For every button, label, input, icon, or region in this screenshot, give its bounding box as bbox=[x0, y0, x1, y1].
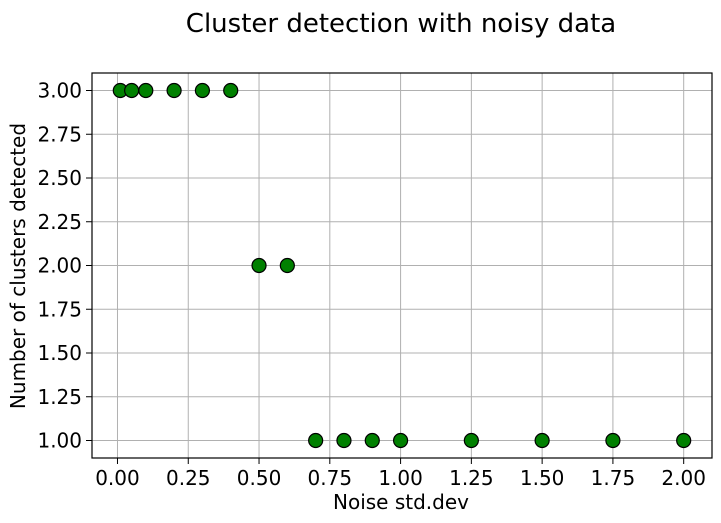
chart-title: Cluster detection with noisy data bbox=[186, 9, 616, 39]
x-tick-label: 0.50 bbox=[237, 466, 282, 490]
data-points bbox=[112, 82, 692, 449]
x-tick-label: 0.00 bbox=[95, 466, 140, 490]
data-point bbox=[124, 82, 140, 99]
data-point bbox=[194, 82, 211, 99]
data-point bbox=[534, 432, 550, 449]
data-point bbox=[364, 432, 380, 449]
y-tick-label: 2.25 bbox=[37, 210, 82, 234]
x-tick-label: 0.25 bbox=[166, 466, 211, 490]
data-point bbox=[223, 82, 239, 99]
y-tick-label: 1.00 bbox=[37, 429, 82, 453]
y-tick-label: 3.00 bbox=[37, 79, 82, 103]
x-tick-label: 1.25 bbox=[449, 466, 494, 490]
x-tick-label: 0.75 bbox=[308, 466, 353, 490]
data-point bbox=[336, 432, 352, 449]
data-point bbox=[138, 82, 154, 99]
data-point bbox=[463, 432, 479, 449]
x-tick-label: 1.00 bbox=[378, 466, 423, 490]
x-tick-label: 1.75 bbox=[591, 466, 636, 490]
data-point bbox=[166, 82, 182, 99]
x-axis-label: Noise std.dev bbox=[333, 490, 469, 514]
y-tick-label: 1.75 bbox=[37, 297, 82, 321]
y-axis-label: Number of clusters detected bbox=[6, 123, 30, 409]
y-tick-label: 1.50 bbox=[37, 341, 82, 365]
x-tick-label: 1.50 bbox=[520, 466, 565, 490]
data-point bbox=[308, 432, 324, 449]
data-point bbox=[279, 257, 295, 274]
y-tick-label: 2.75 bbox=[37, 122, 82, 146]
axis-ticks: 0.00 0.25 0.50 0.75 1.00 1.25 1.50 1.75 2.00 1.00… bbox=[37, 79, 705, 491]
y-tick-label: 2.00 bbox=[37, 254, 82, 278]
y-tick-label: 1.25 bbox=[37, 385, 82, 409]
data-point bbox=[676, 432, 692, 449]
grid-lines bbox=[92, 73, 712, 458]
x-tick-label: 2.00 bbox=[661, 466, 706, 490]
data-point bbox=[392, 432, 409, 449]
data-point bbox=[605, 432, 621, 449]
y-tick-label: 2.50 bbox=[37, 166, 82, 190]
data-point bbox=[251, 257, 267, 274]
